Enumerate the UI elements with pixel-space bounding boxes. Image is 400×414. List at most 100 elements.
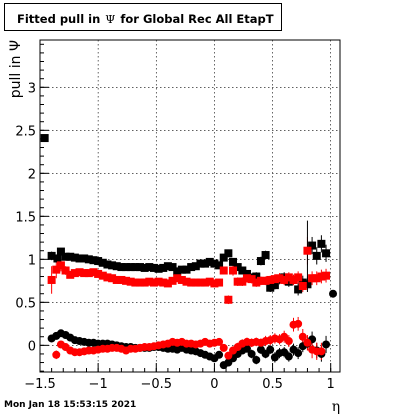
square-marker — [66, 270, 75, 279]
y-tick-label: 3 — [28, 81, 36, 96]
square-marker — [247, 275, 256, 284]
square-marker — [122, 263, 131, 272]
square-marker — [53, 254, 62, 263]
square-marker — [70, 269, 79, 278]
square-marker — [205, 257, 214, 266]
square-marker — [80, 269, 89, 278]
square-marker — [191, 278, 200, 287]
circle-marker — [266, 345, 275, 354]
axis-labels: −1.5 −1 −0.5 0 0.5 1 0 0.5 1 1.5 2 2.5 3 η pull in Ψ — [8, 40, 340, 414]
x-tick-label: −0.5 — [140, 377, 172, 392]
square-marker — [322, 271, 331, 280]
square-marker — [126, 263, 135, 272]
circle-marker — [247, 349, 256, 358]
square-marker — [261, 276, 270, 285]
square-marker — [168, 276, 177, 285]
square-marker — [159, 278, 168, 287]
square-marker — [40, 134, 49, 143]
square-marker — [312, 251, 321, 260]
square-marker — [131, 278, 140, 287]
plot-frame — [39, 39, 341, 373]
square-marker — [61, 252, 70, 261]
square-marker — [182, 277, 191, 286]
circle-marker — [317, 347, 326, 356]
square-marker — [187, 263, 196, 272]
square-marker — [47, 275, 56, 284]
circle-marker — [329, 289, 338, 298]
square-marker — [117, 263, 126, 272]
y-tick-label: 2.5 — [15, 124, 36, 139]
square-marker — [149, 263, 158, 272]
square-marker — [196, 259, 205, 268]
square-marker — [294, 273, 303, 282]
square-marker — [75, 268, 84, 277]
circle-marker — [298, 332, 307, 341]
square-marker — [140, 278, 149, 287]
square-marker — [284, 277, 293, 286]
x-tick-label: 0.5 — [262, 377, 283, 392]
square-marker — [163, 262, 172, 271]
square-marker — [312, 274, 321, 283]
square-marker — [103, 273, 112, 282]
square-marker — [75, 254, 84, 263]
square-marker — [252, 278, 261, 287]
square-marker — [280, 275, 289, 284]
y-tick-label: 0 — [28, 339, 36, 354]
chart-title-part2: for Global Rec All EtapT — [120, 12, 274, 26]
square-marker — [266, 283, 275, 292]
square-marker — [131, 263, 140, 272]
square-marker — [266, 275, 275, 284]
square-marker — [149, 278, 158, 287]
square-marker — [275, 274, 284, 283]
square-marker — [219, 266, 228, 275]
square-marker — [108, 274, 117, 283]
axis-ticks — [39, 43, 332, 372]
square-marker — [201, 259, 210, 268]
square-marker — [238, 277, 247, 286]
circle-marker — [322, 340, 331, 349]
square-marker — [122, 276, 131, 285]
circle-marker — [284, 337, 293, 346]
circle-marker — [215, 337, 224, 346]
square-marker — [242, 269, 251, 278]
square-marker — [136, 263, 144, 272]
square-marker — [61, 266, 70, 275]
square-marker — [168, 263, 177, 272]
square-marker — [196, 278, 205, 287]
square-marker — [56, 261, 65, 270]
square-marker — [47, 251, 56, 260]
square-marker — [98, 271, 107, 280]
square-marker — [215, 278, 224, 287]
square-marker — [242, 274, 251, 283]
square-marker — [94, 269, 103, 278]
chart-title-part1: Fitted pull in — [17, 12, 101, 26]
square-marker — [154, 264, 163, 273]
square-marker — [84, 255, 93, 264]
square-marker — [270, 281, 279, 290]
y-tick-label: 2 — [28, 167, 36, 182]
circle-marker — [219, 343, 228, 352]
x-tick-label: −1 — [89, 377, 108, 392]
square-marker — [317, 239, 326, 248]
square-marker — [233, 277, 242, 286]
square-marker — [66, 252, 75, 261]
square-marker — [173, 274, 182, 283]
square-marker — [256, 257, 265, 266]
square-marker — [94, 257, 103, 266]
square-marker — [98, 258, 107, 267]
square-marker — [298, 281, 307, 290]
circle-marker — [52, 350, 61, 359]
square-marker — [126, 277, 135, 286]
circle-marker — [242, 344, 251, 353]
square-marker — [177, 275, 186, 284]
square-marker — [145, 277, 154, 286]
square-marker — [224, 295, 233, 304]
data-markers — [40, 134, 338, 370]
square-marker — [205, 277, 214, 286]
square-marker — [136, 278, 144, 287]
square-marker — [145, 263, 154, 272]
chart-title-symbol: Ψ — [105, 12, 116, 26]
circle-marker — [215, 350, 224, 359]
square-marker — [219, 253, 228, 262]
